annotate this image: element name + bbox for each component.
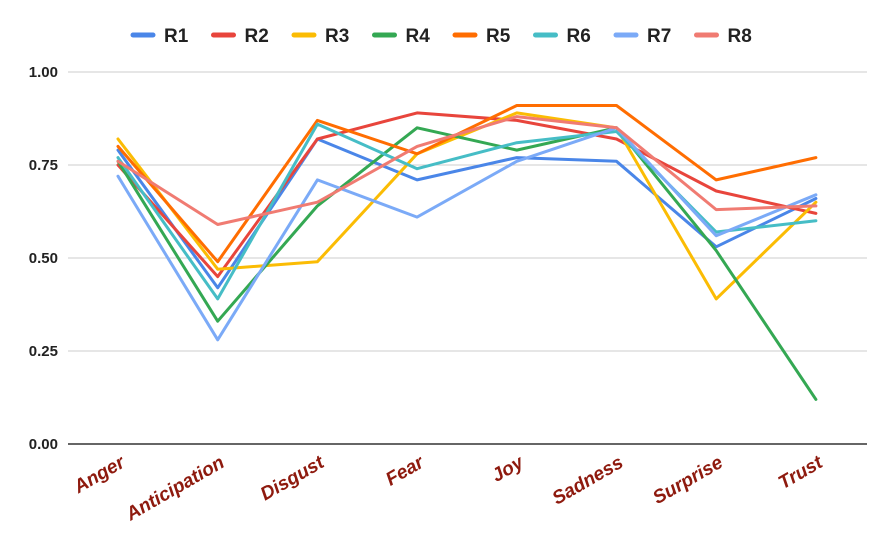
legend-label: R5 <box>486 26 511 47</box>
legend-label: R2 <box>245 26 269 47</box>
legend-item-r2: R2 <box>211 26 269 47</box>
legend-label: R7 <box>647 26 671 47</box>
y-axis: 0.00 0.25 0.50 0.75 1.00 <box>29 64 58 453</box>
legend-item-r4: R4 <box>372 26 431 47</box>
series-lines <box>116 104 818 401</box>
y-tick-label: 0.50 <box>29 250 58 267</box>
x-tick-label: Fear <box>382 451 429 490</box>
legend-item-r5: R5 <box>452 26 511 47</box>
x-tick-label: Disgust <box>257 452 328 505</box>
series-line-r6 <box>116 122 818 301</box>
y-tick-label: 1.00 <box>29 64 58 81</box>
series-line-r1 <box>116 137 818 290</box>
legend: R1 R2 R3 R4 R5 R6 R7 R8 <box>130 26 752 47</box>
legend-label: R4 <box>406 26 431 47</box>
y-tick-label: 0.75 <box>29 157 58 174</box>
legend-item-r6: R6 <box>533 26 591 47</box>
legend-label: R6 <box>567 26 591 47</box>
series-line-r4 <box>116 126 818 401</box>
x-tick-label: Joy <box>488 451 528 486</box>
series-line-r5 <box>116 104 818 264</box>
legend-item-r7: R7 <box>613 26 671 47</box>
legend-label: R3 <box>325 26 349 47</box>
x-tick-label: Anger <box>70 451 130 498</box>
legend-label: R1 <box>164 26 189 47</box>
series-line-r2 <box>116 111 818 279</box>
x-tick-label: Anticipation <box>122 452 228 526</box>
y-tick-label: 0.00 <box>29 436 58 453</box>
legend-item-r3: R3 <box>291 26 349 47</box>
legend-label: R8 <box>728 26 752 47</box>
series-line-r8 <box>116 115 818 226</box>
legend-item-r1: R1 <box>130 26 189 47</box>
x-tick-label: Trust <box>775 452 827 494</box>
series-line-r7 <box>116 126 818 342</box>
y-tick-label: 0.25 <box>29 343 58 360</box>
legend-item-r8: R8 <box>694 26 752 47</box>
x-tick-label: Surprise <box>649 452 727 509</box>
x-tick-label: Sadness <box>549 452 627 509</box>
